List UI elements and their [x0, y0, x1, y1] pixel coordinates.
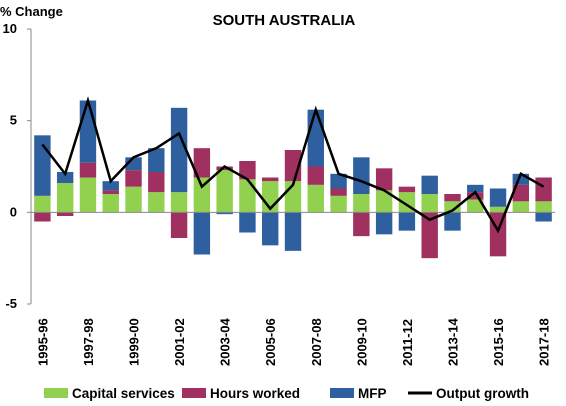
- bar-capital-services-1996-97: [56, 183, 74, 213]
- bar-hours-worked-2002-03: [193, 148, 211, 178]
- x-tick-label: 2015-16: [491, 318, 506, 366]
- bar-hours-worked-2016-17: [512, 184, 530, 202]
- bar-mfp-2004-05: [239, 212, 256, 233]
- bar-capital-services-1999-00: [125, 186, 142, 213]
- bar-hours-worked-2009-10: [353, 212, 370, 237]
- x-tick-label: 2013-14: [445, 318, 460, 366]
- bar-capital-services-2004-05: [239, 179, 256, 213]
- bar-hours-worked-2017-18: [535, 177, 552, 202]
- bar-mfp-1998-99: [102, 181, 119, 191]
- x-tick-label: 2003-04: [218, 318, 233, 366]
- x-tick-label: 2009-10: [354, 318, 369, 366]
- legend-label-mfp: MFP: [358, 386, 387, 401]
- x-tick-label: 2017-18: [537, 318, 552, 366]
- bar-capital-services-1995-96: [34, 195, 51, 213]
- bar-capital-services-2000-01: [148, 192, 165, 213]
- x-tick-label: 2001-02: [172, 318, 187, 366]
- bar-capital-services-2010-11: [375, 190, 393, 213]
- x-tick-label: 2011-12: [400, 319, 415, 366]
- plot-area: 10 5 0 -5 1995-96 1997-98 1999-00 2001-02 2003-0…: [3, 21, 555, 366]
- bar-capital-services-2013-14: [444, 201, 461, 213]
- legend-label-capital-services: Capital services: [72, 386, 175, 401]
- bar-hours-worked-2014-15: [467, 192, 484, 200]
- bar-mfp-2014-15: [467, 184, 484, 193]
- bar-mfp-2002-03: [193, 212, 211, 255]
- bar-mfp-2017-18: [535, 212, 552, 222]
- bar-capital-services-2012-13: [421, 194, 438, 213]
- bar-mfp-2008-09: [330, 173, 347, 189]
- bar-mfp-2006-07: [284, 212, 302, 251]
- bar-mfp-2013-14: [444, 212, 461, 231]
- bar-mfp-2000-01: [148, 148, 165, 172]
- bar-capital-services-2007-08: [307, 184, 324, 213]
- legend-swatch-mfp: [330, 388, 354, 398]
- legend-label-output-growth: Output growth: [436, 386, 529, 401]
- bar-mfp-2005-06: [262, 212, 279, 246]
- bar-mfp-1996-97: [56, 172, 74, 183]
- x-tick-label: 1995-96: [35, 318, 50, 366]
- bar-capital-services-2001-02: [170, 192, 188, 213]
- bar-capital-services-2014-15: [467, 199, 484, 213]
- legend-label-hours-worked: Hours worked: [210, 386, 300, 401]
- bar-hours-worked-2007-08: [307, 166, 324, 185]
- chart-title: SOUTH AUSTRALIA: [213, 12, 356, 29]
- bar-hours-worked-2005-06: [262, 177, 279, 182]
- bar-hours-worked-2001-02: [170, 212, 188, 238]
- bar-hours-worked-2011-12: [398, 186, 416, 193]
- bar-capital-services-2015-16: [489, 206, 507, 213]
- bar-hours-worked-2013-14: [444, 194, 461, 202]
- bar-mfp-2012-13: [421, 175, 438, 194]
- bar-hours-worked-1998-99: [102, 190, 119, 194]
- y-tick-label: 0: [10, 204, 17, 219]
- bar-hours-worked-2003-04: [216, 166, 233, 171]
- bar-mfp-2003-04: [216, 212, 233, 215]
- y-axis-label: % Change: [0, 4, 63, 19]
- y-tick-label: 5: [10, 113, 17, 128]
- bar-hours-worked-2010-11: [375, 168, 393, 191]
- bar-capital-services-2002-03: [193, 177, 211, 213]
- bar-hours-worked-2012-13: [421, 212, 438, 259]
- x-tick-label: 2007-08: [309, 318, 324, 366]
- bar-hours-worked-2000-01: [148, 172, 165, 193]
- bar-mfp-2016-17: [512, 173, 530, 185]
- bar-mfp-2009-10: [353, 157, 370, 194]
- x-tick-label: 1999-00: [127, 318, 142, 366]
- bar-capital-services-2017-18: [535, 201, 552, 213]
- bar-capital-services-2008-09: [330, 195, 347, 213]
- y-tick-label: 10: [3, 21, 17, 36]
- bar-mfp-1995-96: [34, 135, 51, 196]
- bar-hours-worked-1997-98: [79, 162, 97, 178]
- bar-capital-services-1997-98: [79, 177, 97, 213]
- bar-mfp-2007-08: [307, 109, 324, 167]
- bar-hours-worked-2004-05: [239, 161, 256, 180]
- bar-capital-services-1998-99: [102, 194, 119, 213]
- bar-hours-worked-1996-97: [56, 212, 74, 216]
- bar-mfp-2001-02: [170, 107, 188, 193]
- bar-hours-worked-2008-09: [330, 188, 347, 196]
- legend-swatch-hours-worked: [182, 388, 206, 398]
- bar-mfp-2015-16: [489, 188, 507, 207]
- bar-mfp-2011-12: [398, 212, 416, 231]
- bar-capital-services-2016-17: [512, 201, 530, 213]
- bar-capital-services-2003-04: [216, 170, 233, 213]
- x-tick-label: 1997-98: [81, 318, 96, 366]
- y-tick-label: -5: [5, 296, 17, 311]
- bar-mfp-1997-98: [79, 100, 97, 163]
- bar-hours-worked-1995-96: [34, 212, 51, 222]
- bar-mfp-2010-11: [375, 212, 393, 235]
- x-tick-label: 2005-06: [263, 318, 278, 366]
- legend-swatch-capital-services: [44, 388, 68, 398]
- bar-capital-services-2009-10: [353, 194, 370, 213]
- bar-hours-worked-1999-00: [125, 170, 142, 187]
- legend: Capital services Hours worked MFP Output gr…: [44, 386, 529, 401]
- line-output-growth: [41, 96, 545, 234]
